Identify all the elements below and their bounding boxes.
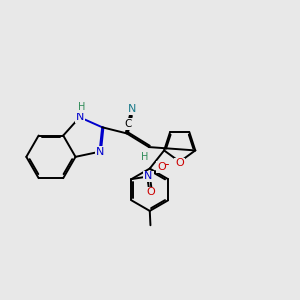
Text: O: O xyxy=(175,158,184,169)
Text: H: H xyxy=(78,102,85,112)
Text: O: O xyxy=(146,188,155,197)
Text: -: - xyxy=(165,158,169,171)
Text: O: O xyxy=(157,162,166,172)
Text: C: C xyxy=(124,119,132,129)
Text: N: N xyxy=(95,147,104,157)
Text: N: N xyxy=(76,112,84,122)
Text: H: H xyxy=(141,152,148,162)
Text: N: N xyxy=(128,104,137,114)
Text: N: N xyxy=(144,171,153,182)
